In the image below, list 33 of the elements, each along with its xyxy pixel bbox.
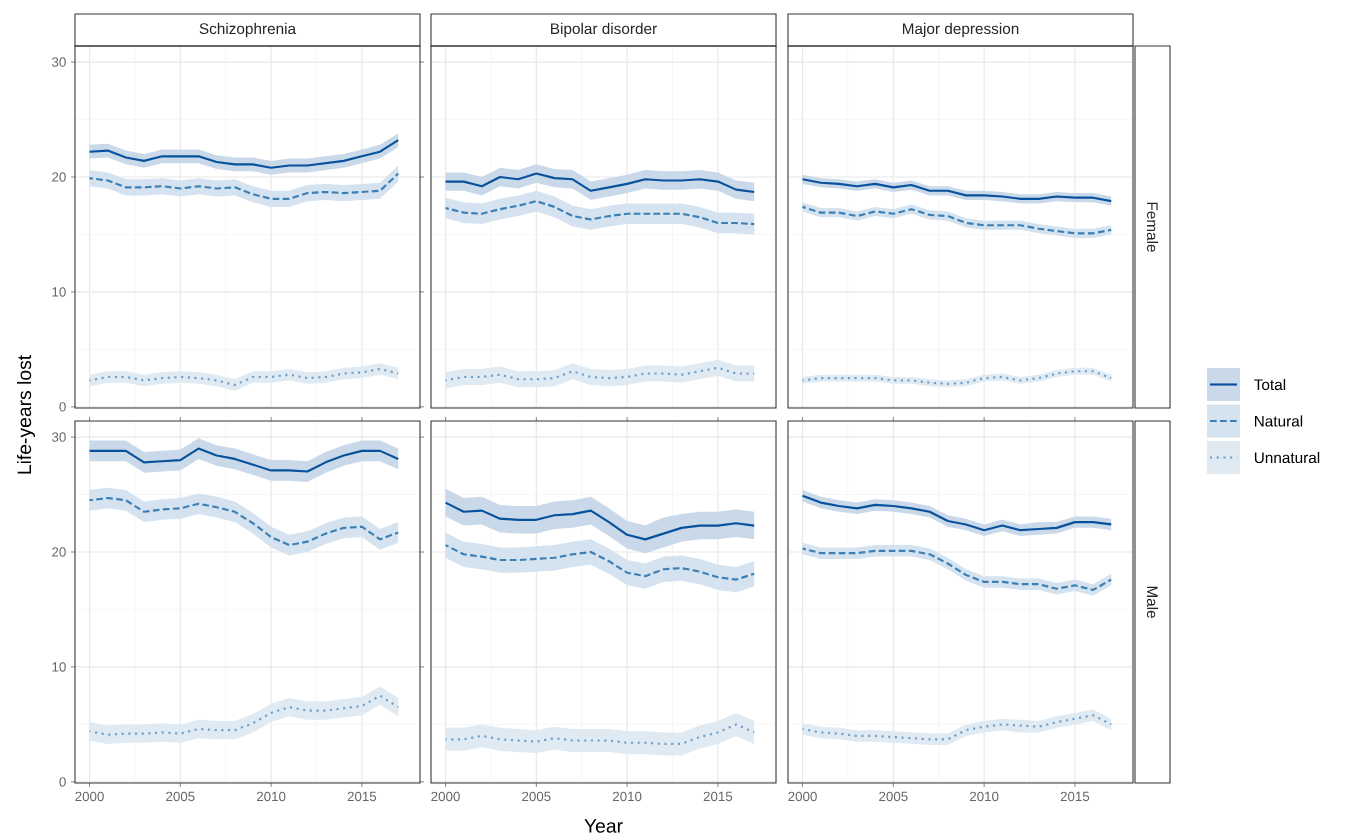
x-tick-label: 2010: [256, 791, 286, 802]
legend-label: Natural: [1254, 415, 1303, 427]
line-series: [88, 496, 400, 547]
y-axis-title: Life-years lost: [16, 355, 36, 474]
legend-label: Total: [1254, 378, 1286, 391]
text: Male: [1146, 586, 1159, 618]
y-tick-label: 30: [51, 432, 66, 442]
y-tick-label: 30: [51, 57, 66, 67]
y-tick-label: 10: [52, 662, 66, 672]
x-tick-label: 2015: [703, 791, 733, 802]
x-tick-label: 2010: [969, 791, 999, 802]
x-tick-label: 2000: [431, 791, 460, 802]
y-tick-label: 20: [52, 172, 66, 182]
chart-title: Major depression: [902, 22, 1019, 38]
y-tick-label: 10: [52, 287, 66, 297]
x-tick-label: 2015: [1060, 791, 1090, 802]
text: Female: [1146, 202, 1159, 252]
line-series: [88, 172, 400, 200]
x-tick-label: 2010: [612, 791, 642, 802]
line-series: [88, 694, 400, 736]
legend-label: Unnatural: [1254, 451, 1320, 464]
x-tick-label: 2015: [347, 791, 377, 802]
y-tick-label: 20: [52, 547, 66, 557]
chart-title: Schizophrenia: [199, 22, 297, 38]
x-tick-label: 2000: [75, 791, 104, 802]
y-tick-label: 0: [59, 777, 66, 787]
y-tick-label: 0: [59, 402, 66, 412]
x-tick-label: 2005: [166, 791, 195, 802]
x-tick-label: 2005: [522, 791, 551, 802]
x-tick-label: 2000: [788, 791, 817, 802]
x-axis-title: Year: [584, 819, 623, 833]
x-tick-label: 2005: [879, 791, 908, 802]
chart-title: Bipolar disorder: [551, 22, 657, 38]
